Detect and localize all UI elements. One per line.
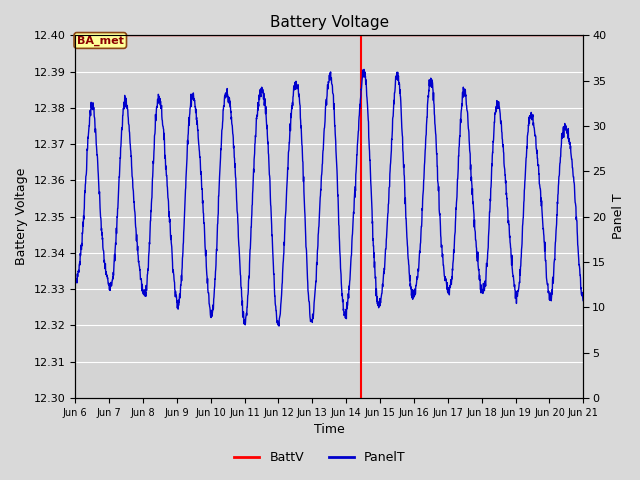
Text: BA_met: BA_met bbox=[77, 36, 124, 46]
Legend: BattV, PanelT: BattV, PanelT bbox=[229, 446, 411, 469]
X-axis label: Time: Time bbox=[314, 423, 344, 436]
Title: Battery Voltage: Battery Voltage bbox=[269, 15, 388, 30]
Y-axis label: Panel T: Panel T bbox=[612, 194, 625, 240]
Y-axis label: Battery Voltage: Battery Voltage bbox=[15, 168, 28, 265]
